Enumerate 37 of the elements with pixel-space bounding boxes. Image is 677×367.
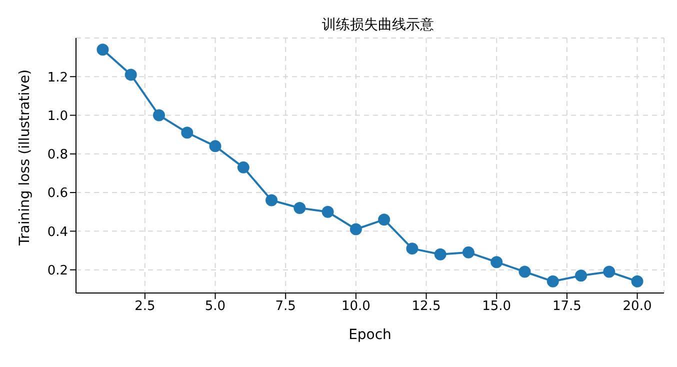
point [350, 223, 362, 236]
point [631, 275, 644, 288]
y-tick-label: 0.2 [47, 263, 68, 278]
point [181, 126, 194, 139]
x-tick-label: 5.0 [204, 299, 226, 314]
x-tick-label: 15.0 [482, 299, 512, 314]
point [434, 248, 446, 260]
point [406, 242, 418, 255]
y-tick-label: 1.2 [47, 70, 68, 86]
point [124, 68, 137, 81]
point [294, 202, 306, 214]
point [266, 194, 278, 206]
point [322, 206, 334, 218]
point [237, 161, 250, 174]
x-tick-label: 2.5 [134, 299, 156, 314]
y-tick-label: 0.4 [47, 224, 68, 240]
y-tick-label: 0.6 [47, 186, 68, 202]
point [518, 266, 531, 278]
point [603, 266, 616, 278]
point [152, 109, 165, 122]
x-tick-label: 10.0 [341, 299, 370, 314]
point [209, 140, 222, 152]
y-axis-title: Training loss (illustrative) [16, 69, 33, 246]
point [546, 275, 559, 288]
point [96, 44, 109, 56]
x-tick-label: 7.5 [275, 299, 296, 314]
y-tick-label: 0.8 [47, 148, 68, 163]
x-tick-label: 12.5 [412, 299, 441, 314]
y-tick-label: 1.0 [47, 108, 68, 124]
point [575, 270, 588, 282]
x-axis-title: Epoch [348, 327, 392, 343]
point [462, 246, 474, 258]
chart-title: 训练损失曲线示意 [321, 16, 435, 34]
point [378, 214, 390, 226]
x-tick-label: 17.5 [552, 299, 582, 314]
point [490, 256, 503, 268]
x-tick-label: 20.0 [622, 299, 652, 314]
